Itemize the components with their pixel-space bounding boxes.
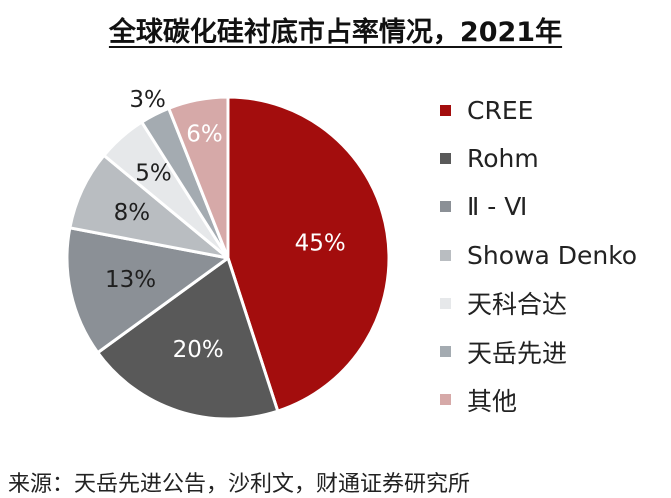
legend-label: Rohm <box>467 143 539 173</box>
legend-item: Showa Denko <box>440 231 637 279</box>
pie-value-label: 6% <box>186 122 223 148</box>
source-note: 来源：天岳先进公告，沙利文，财通证券研究所 <box>8 472 471 497</box>
legend-swatch <box>440 104 451 116</box>
legend-item: 天科合达 <box>440 279 637 327</box>
pie-value-label: 45% <box>295 230 346 256</box>
legend-item: 天岳先进 <box>440 327 637 375</box>
pie-value-label: 8% <box>114 200 151 226</box>
legend-swatch <box>440 346 451 358</box>
pie-slice <box>65 226 230 355</box>
pie-slice <box>167 95 230 260</box>
legend-swatch <box>440 297 451 309</box>
pie-value-label: 3% <box>129 87 166 113</box>
pie-slices <box>65 95 391 421</box>
chart-title: 全球碳化硅衬底市占率情况，2021年 <box>108 17 563 48</box>
pie-value-labels: 45% 20% 13% 8% 5% 3% 6% <box>105 87 346 363</box>
legend-label: Ⅱ - Ⅵ <box>467 192 528 222</box>
pie-value-label: 20% <box>173 337 224 363</box>
legend-label: 天科合达 <box>467 290 568 320</box>
pie-slice <box>96 256 280 421</box>
legend-swatch <box>440 249 451 261</box>
legend-item: 其他 <box>440 376 637 424</box>
legend-label: Showa Denko <box>467 240 638 270</box>
pie-value-label: 5% <box>135 160 172 186</box>
pie-chart: 45% 20% 13% 8% 5% 3% 6% <box>65 87 391 421</box>
legend-label: CREE <box>467 95 534 125</box>
legend-label: 天岳先进 <box>467 338 568 368</box>
pie-slice <box>226 95 391 413</box>
pie-value-label: 13% <box>105 267 156 293</box>
legend-item: Rohm <box>440 134 637 182</box>
legend-label: 其他 <box>467 386 518 416</box>
legend: CREE Rohm Ⅱ - Ⅵ Showa Denko 天科合达天岳先进其他 <box>440 86 637 424</box>
legend-swatch <box>440 152 451 164</box>
legend-swatch <box>440 394 451 406</box>
legend-item: CREE <box>440 86 637 134</box>
legend-swatch <box>440 201 451 213</box>
legend-item: Ⅱ - Ⅵ <box>440 183 637 231</box>
